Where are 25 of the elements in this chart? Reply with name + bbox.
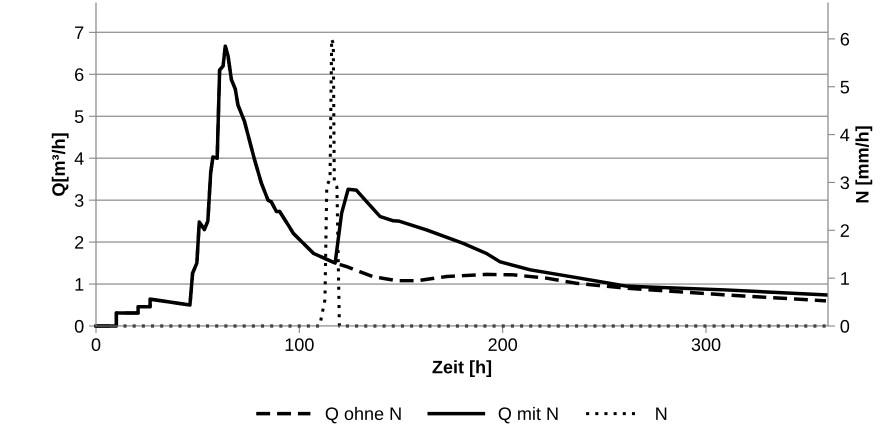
x-tick-label: 300 — [692, 338, 720, 352]
y2-tick-label: 1 — [841, 272, 849, 285]
y2-tick-label: 0 — [840, 320, 850, 333]
y-tick-label: 7 — [75, 26, 84, 39]
y-tick-label: 1 — [76, 278, 84, 291]
y2-tick-label: 5 — [840, 80, 850, 94]
x-tick-label: 100 — [286, 338, 314, 352]
y2-tick-label: 2 — [840, 224, 849, 237]
x-axis-title: Zeit [h] — [432, 360, 492, 378]
y2-tick-label: 6 — [840, 32, 850, 46]
y2-tick-label: 4 — [840, 128, 850, 142]
legend-label: Q ohne N — [326, 406, 401, 424]
x-tick-label: 200 — [488, 338, 518, 352]
y-tick-label: 4 — [74, 152, 84, 165]
x-tick-label: 0 — [92, 338, 100, 352]
y-tick-label: 5 — [74, 110, 84, 123]
y-tick-label: 2 — [75, 236, 84, 249]
y2-tick-label: 3 — [840, 176, 850, 190]
y-tick-label: 3 — [74, 194, 84, 207]
y-tick-label: 0 — [74, 320, 84, 333]
legend-label: N — [656, 408, 666, 420]
legend-label: Q mit N — [498, 406, 558, 424]
y-axis-title: Q[m³/h] — [52, 133, 69, 196]
y2-axis-title: N [mm/h] — [855, 126, 872, 202]
y-tick-label: 6 — [75, 68, 84, 82]
